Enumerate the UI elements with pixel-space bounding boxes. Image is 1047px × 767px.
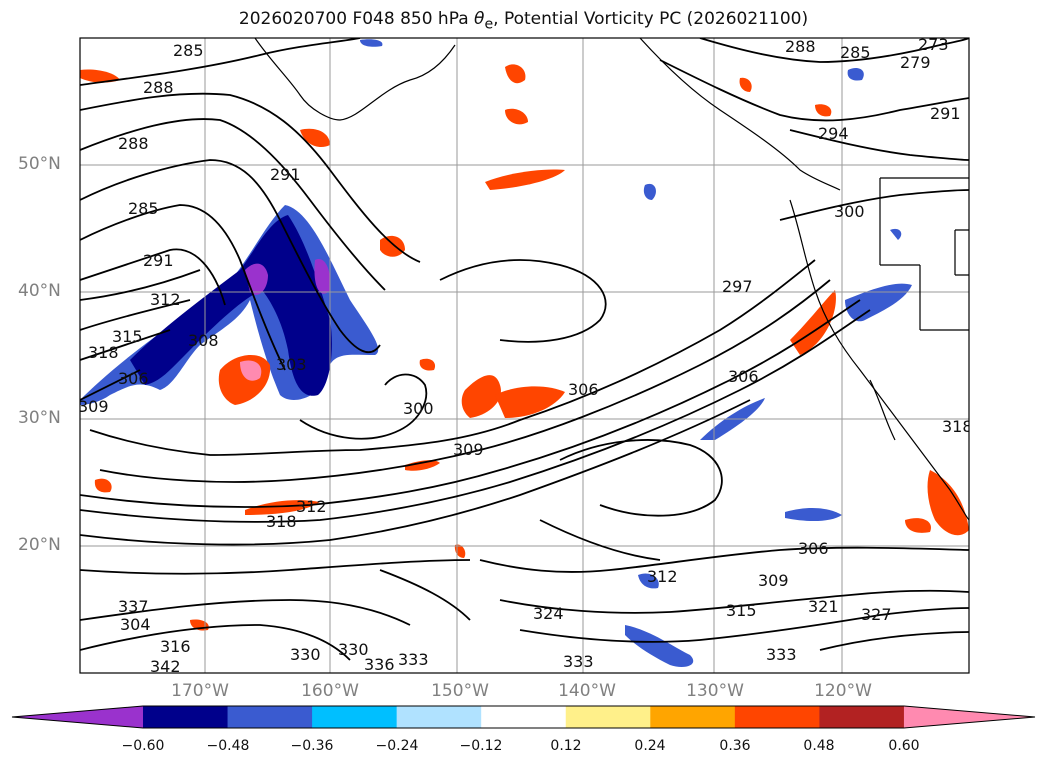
colorbar-tick-label: −0.36 xyxy=(290,738,334,754)
colorbar-bin xyxy=(312,706,398,728)
contour-label: 279 xyxy=(900,53,931,72)
colorbar-tick-label: 0.48 xyxy=(803,738,835,754)
colorbar-tick-label: 0.12 xyxy=(550,738,582,754)
map-frame xyxy=(79,37,970,674)
contour-label: 330 xyxy=(338,640,369,659)
pv-negative-shading xyxy=(80,39,912,667)
colorbar-tick-label: −0.48 xyxy=(206,738,250,754)
colorbar-outline xyxy=(11,705,1036,729)
map-title: 2026020700 F048 850 hPa θe, Potential Vo… xyxy=(238,9,809,33)
contour-label: 342 xyxy=(150,657,181,676)
colorbar-tick-label: 0.36 xyxy=(719,738,751,754)
contour-label: 308 xyxy=(188,331,219,350)
contour-label: 333 xyxy=(563,652,594,671)
contour-label: 315 xyxy=(726,601,757,620)
colorbar-tick-label: 0.60 xyxy=(888,738,920,754)
contour-labels: 285 288 288 285 291 312 315 318 306 309 … xyxy=(78,35,973,676)
contour-label: 285 xyxy=(128,199,159,218)
contour-label: 306 xyxy=(798,539,829,558)
contour-label: 333 xyxy=(766,645,797,664)
contour-label: 306 xyxy=(728,367,759,386)
lat-label: 50°N xyxy=(18,154,61,174)
contour-label: 303 xyxy=(276,355,307,374)
contour-label: 309 xyxy=(758,571,789,590)
contour-label: 306 xyxy=(118,369,149,388)
colorbar-tick-label: 0.24 xyxy=(634,738,666,754)
colorbar-tick-label: −0.12 xyxy=(459,738,503,754)
contour-label: 324 xyxy=(533,604,564,623)
contour-label: 312 xyxy=(150,290,181,309)
colorbar-tick-label: −0.60 xyxy=(121,738,165,754)
contour-label: 285 xyxy=(173,41,204,60)
contour-label: 291 xyxy=(143,251,174,270)
lon-label: 120°W xyxy=(814,681,872,701)
contour-label: 288 xyxy=(118,134,149,153)
contour-label: 309 xyxy=(453,440,484,459)
contour-label: 312 xyxy=(296,497,327,516)
colorbar xyxy=(11,705,1036,729)
contour-label: 337 xyxy=(118,597,149,616)
colorbar-bin xyxy=(819,706,905,728)
lat-label: 30°N xyxy=(18,408,61,428)
contour-label: 315 xyxy=(112,327,143,346)
contour-label: 327 xyxy=(861,605,892,624)
contour-label: 300 xyxy=(403,399,434,418)
contour-label: 333 xyxy=(398,650,429,669)
coastlines xyxy=(254,38,969,521)
contour-label: 309 xyxy=(78,397,109,416)
graticule xyxy=(80,38,969,673)
lon-label: 170°W xyxy=(171,681,229,701)
lat-label: 20°N xyxy=(18,535,61,555)
contour-label: 288 xyxy=(143,78,174,97)
lon-label: 140°W xyxy=(558,681,616,701)
contour-label: 291 xyxy=(270,165,301,184)
colorbar-bin xyxy=(143,706,229,728)
colorbar-bin xyxy=(481,706,567,728)
contour-label: 294 xyxy=(818,124,849,143)
lat-label: 40°N xyxy=(18,281,61,301)
lon-label: 160°W xyxy=(301,681,359,701)
contour-label: 336 xyxy=(364,655,395,674)
contour-label: 297 xyxy=(722,277,753,296)
lon-label: 130°W xyxy=(686,681,744,701)
theta-e-contours xyxy=(80,38,969,661)
contour-label: 300 xyxy=(834,202,865,221)
colorbar-bin xyxy=(650,706,736,728)
colorbar-extend-low xyxy=(12,706,143,728)
colorbar-bin xyxy=(227,706,313,728)
colorbar-tick-label: −0.24 xyxy=(375,738,419,754)
contour-label: 306 xyxy=(568,380,599,399)
contour-label: 330 xyxy=(290,645,321,664)
colorbar-bin xyxy=(734,706,820,728)
contour-label: 321 xyxy=(808,597,839,616)
contour-label: 316 xyxy=(160,637,191,656)
contour-label: 312 xyxy=(647,567,678,586)
map-area xyxy=(80,38,969,673)
contour-label: 273 xyxy=(918,35,949,54)
colorbar-extend-high xyxy=(903,706,1035,728)
contour-label: 304 xyxy=(120,615,151,634)
colorbar-bin xyxy=(565,706,651,728)
lon-label: 150°W xyxy=(431,681,489,701)
contour-label: 318 xyxy=(266,512,297,531)
contour-label: 318 xyxy=(88,343,119,362)
contour-label: 291 xyxy=(930,104,961,123)
contour-label: 285 xyxy=(840,43,871,62)
contour-label: 318 xyxy=(942,417,973,436)
contour-label: 288 xyxy=(785,37,816,56)
colorbar-bin xyxy=(396,706,482,728)
